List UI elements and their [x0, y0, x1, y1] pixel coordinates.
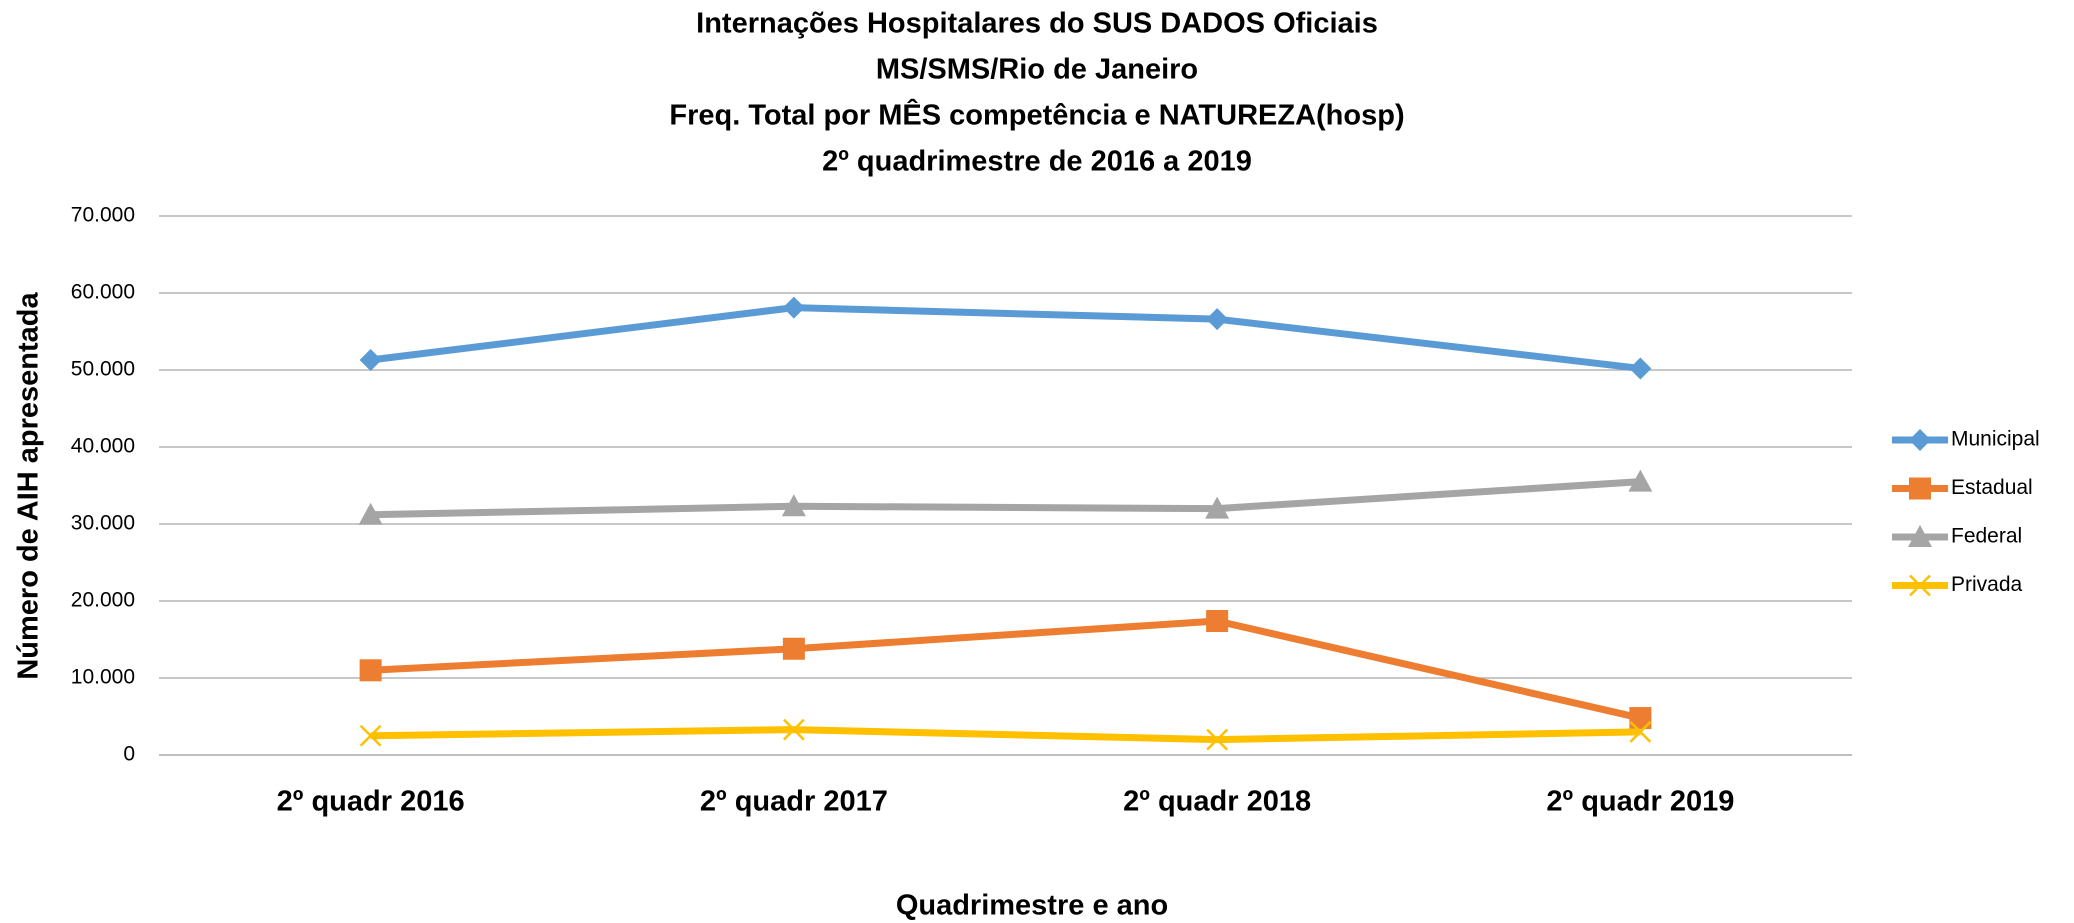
point: [1205, 496, 1230, 519]
y-tick-label: 40.000: [71, 435, 135, 458]
point: [359, 724, 382, 747]
chart-title: MS/SMS/Rio de Janeiro: [876, 54, 1198, 86]
point: [782, 296, 805, 319]
y-tick-label: 50.000: [71, 358, 135, 381]
legend-label: Privada: [1951, 573, 2023, 596]
x-tick-label: 2º quadr 2016: [277, 786, 465, 818]
point: [1629, 707, 1652, 730]
y-tick-label: 30.000: [71, 512, 135, 535]
y-tick-label: 0: [123, 743, 135, 766]
legend-marker: [1909, 429, 1931, 451]
chart-title: Freq. Total por MÊS competência e NATURE…: [669, 98, 1404, 132]
point: [1629, 357, 1652, 380]
chart-title: Internações Hospitalares do SUS DADOS Of…: [696, 8, 1378, 40]
y-tick-label: 10.000: [71, 666, 135, 689]
point: [1206, 308, 1229, 331]
y-tick-label: 60.000: [71, 281, 135, 304]
y-axis-label: Número de AIH apresentada: [13, 291, 45, 679]
legend-label: Estadual: [1951, 476, 2033, 499]
legend-marker: [1908, 525, 1932, 547]
x-tick-label: 2º quadr 2017: [700, 786, 888, 818]
point: [359, 348, 382, 371]
point: [1629, 721, 1652, 743]
legend-label: Municipal: [1951, 428, 2040, 451]
line: [370, 478, 1641, 519]
legend-marker: [1909, 574, 1931, 597]
x-tick-label: 2º quadr 2018: [1123, 786, 1311, 818]
point: [1206, 728, 1229, 751]
y-tick-label: 70.000: [71, 204, 135, 227]
line: [370, 726, 1641, 744]
line: [370, 304, 1641, 372]
point: [781, 494, 806, 517]
line: [370, 617, 1642, 722]
chart-title: 2º quadrimestre de 2016 a 2019: [822, 146, 1252, 178]
x-tick-label: 2º quadr 2019: [1546, 786, 1734, 818]
y-tick-label: 20.000: [71, 589, 135, 612]
x-axis-label: Quadrimestre e ano: [896, 890, 1168, 922]
point: [1206, 610, 1229, 633]
legend-marker: [1909, 477, 1931, 500]
point: [782, 718, 805, 741]
legend-label: Federal: [1951, 525, 2022, 548]
point: [1628, 469, 1653, 492]
point: [359, 659, 382, 682]
point: [782, 637, 805, 660]
point: [358, 502, 383, 525]
